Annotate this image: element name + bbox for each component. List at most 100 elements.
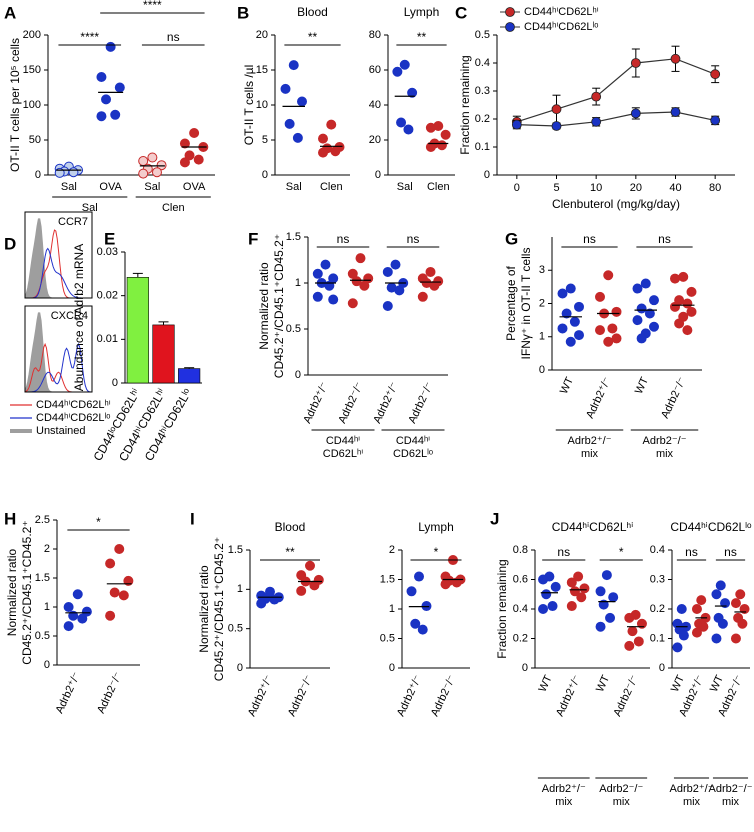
y-tick-label: 1.5	[286, 231, 301, 243]
data-point	[538, 574, 549, 585]
significance-label: **	[417, 30, 427, 44]
data-point	[406, 586, 417, 597]
y-tick-label: 10	[256, 99, 268, 111]
significance-label: ns	[583, 232, 596, 246]
data-point	[566, 577, 577, 588]
group-label: Adrb2⁺/⁻	[669, 783, 713, 795]
data-point	[355, 253, 366, 264]
significance-label: **	[285, 545, 295, 559]
y-tick-label: 1.5	[35, 572, 50, 584]
data-point	[114, 544, 125, 554]
panel-letter: D	[4, 234, 16, 253]
y-tick-label: 0	[262, 169, 268, 181]
x-tick-label: Adrb2⁺/⁻	[54, 670, 84, 715]
data-point	[288, 60, 299, 71]
data-point	[436, 140, 447, 151]
data-point	[557, 323, 568, 334]
legend-marker	[505, 7, 515, 17]
data-point	[269, 594, 280, 605]
x-tick-label: Adrb2⁻/⁻	[659, 375, 689, 420]
data-point	[318, 133, 328, 144]
y-tick-label: 60	[369, 64, 381, 76]
data-point	[739, 604, 750, 614]
y-tick-label: 0	[389, 662, 395, 674]
data-point	[595, 586, 606, 597]
y-tick-label: 1	[389, 603, 395, 615]
data-point	[601, 570, 612, 581]
data-point	[674, 318, 685, 329]
data-point	[551, 104, 562, 115]
panel-letter: H	[4, 509, 16, 528]
panel-title: Blood	[275, 520, 306, 534]
y-tick-label: 1	[539, 331, 545, 343]
y-tick-label: 0.5	[228, 623, 243, 635]
group-label: Adrb2⁺/⁻	[567, 435, 611, 447]
x-tick-label: Sal	[286, 181, 302, 193]
x-tick-label: Adrb2⁺/⁻	[584, 375, 614, 420]
y-tick-label: 2.5	[35, 514, 50, 526]
data-point	[256, 598, 267, 609]
x-tick-label: Sal	[61, 181, 77, 193]
y-tick-label: 0.03	[97, 246, 118, 258]
y-axis-label: Normalized ratio	[5, 548, 19, 636]
legend-label: CD44ʰⁱCD62Lʰⁱ	[524, 6, 599, 18]
data-point	[138, 168, 149, 179]
y-tick-label: 0.8	[513, 544, 528, 556]
data-point	[309, 580, 320, 591]
data-point	[96, 111, 107, 122]
data-point	[737, 618, 748, 629]
x-tick-label: WT	[558, 375, 576, 396]
significance-label: *	[619, 545, 624, 559]
group-label: mix	[581, 448, 599, 460]
data-point	[579, 583, 590, 594]
legend-label: CD44ʰⁱCD62Lˡᵒ	[524, 21, 598, 33]
data-point	[636, 333, 647, 344]
x-tick-label: 10	[590, 182, 602, 194]
data-point	[318, 147, 328, 158]
group-label: Sal	[82, 202, 98, 214]
significance-label: ns	[685, 545, 698, 559]
x-tick-label: Adrb2⁺/⁻	[554, 673, 584, 718]
y-tick-label: 200	[23, 29, 41, 41]
data-point	[730, 598, 741, 609]
y-axis-label: Abundance of Adrb2 mRNA	[72, 244, 86, 391]
data-point	[123, 575, 134, 586]
data-point	[576, 592, 587, 603]
data-point	[147, 152, 158, 163]
data-point	[632, 315, 643, 326]
data-point	[305, 560, 315, 571]
legend-label: CD44ʰⁱCD62Lʰⁱ	[36, 399, 111, 411]
panel-title: Lymph	[404, 5, 440, 19]
x-tick-label: 0	[514, 182, 520, 194]
data-point	[77, 613, 88, 624]
data-point	[541, 589, 552, 600]
y-tick-label: 2	[539, 297, 545, 309]
y-tick-label: 0	[35, 169, 41, 181]
data-point	[265, 586, 275, 597]
y-tick-label: 0	[539, 364, 545, 376]
series-line	[516, 58, 716, 123]
y-axis-label: CD45.2⁺/CD45.1⁺CD45.2⁺	[20, 520, 34, 664]
significance-label: *	[434, 545, 439, 559]
data-point	[608, 592, 619, 603]
data-point	[179, 138, 190, 149]
data-point	[711, 633, 722, 644]
significance-label: ****	[80, 30, 99, 44]
y-axis-label: IFNγ⁺ in OT-II T cells	[519, 248, 533, 360]
x-tick-label: Adrb2⁻/⁻	[611, 673, 641, 718]
panel-letter: F	[248, 229, 258, 248]
panel-letter: J	[490, 509, 499, 528]
data-point	[118, 590, 129, 601]
x-tick-label: Adrb2⁺/⁻	[301, 380, 331, 425]
y-tick-label: 40	[369, 99, 381, 111]
y-tick-label: 0.5	[35, 630, 50, 642]
data-point	[574, 330, 584, 341]
data-point	[603, 270, 614, 281]
data-point	[151, 167, 162, 178]
y-axis-label: CD45.2⁺/CD45.1⁺CD45.2⁺	[272, 234, 286, 378]
x-tick-label: Adrb2⁻/⁻	[95, 670, 125, 715]
y-tick-label: 0.2	[513, 632, 528, 644]
y-axis-label: OT-II T cells per 10⁵ cells	[8, 38, 22, 172]
y-axis-label: Normalized ratio	[197, 565, 211, 653]
